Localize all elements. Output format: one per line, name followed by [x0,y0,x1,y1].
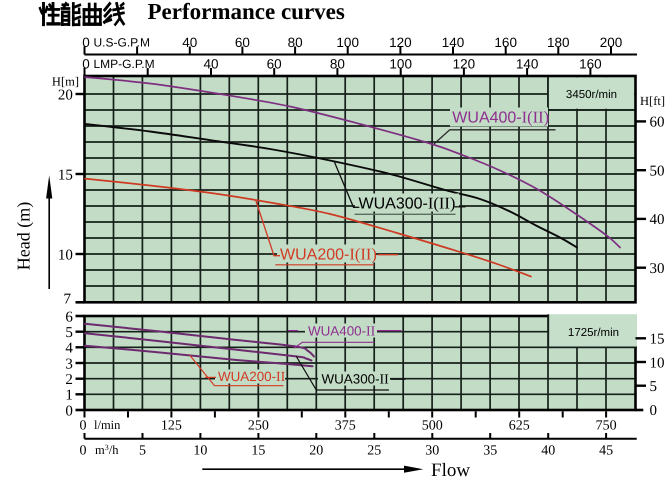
svg-text:U.S-G.P.M: U.S-G.P.M [94,36,150,50]
svg-text:H[ft]: H[ft] [640,94,665,108]
svg-text:80: 80 [330,57,345,72]
svg-text:Flow: Flow [431,460,470,481]
svg-text:20: 20 [309,444,323,459]
svg-text:5: 5 [650,379,658,395]
svg-text:40: 40 [541,444,555,459]
svg-text:750: 750 [596,418,617,433]
svg-text:30: 30 [425,444,439,459]
svg-text:WUA200-II: WUA200-II [218,369,286,385]
svg-text:250: 250 [248,418,269,433]
svg-text:Performance curves: Performance curves [148,0,345,24]
svg-text:40: 40 [650,212,665,228]
svg-text:0: 0 [80,444,87,459]
svg-text:15: 15 [650,332,665,348]
svg-text:25: 25 [367,444,381,459]
svg-text:WUA400-II: WUA400-II [308,324,376,340]
svg-text:WUA300-I(II): WUA300-I(II) [359,194,456,213]
svg-text:0: 0 [80,418,87,433]
svg-text:140: 140 [516,57,539,72]
svg-text:1: 1 [65,388,73,404]
svg-text:0: 0 [65,403,73,419]
svg-text:100: 100 [389,57,412,72]
svg-text:160: 160 [579,57,602,72]
svg-text:375: 375 [335,418,356,433]
svg-text:120: 120 [453,57,476,72]
svg-text:50: 50 [650,164,665,180]
svg-text:15: 15 [251,444,265,459]
svg-text:625: 625 [509,418,530,433]
svg-text:35: 35 [483,444,497,459]
svg-text:10: 10 [193,444,207,459]
svg-text:WUA400-I(II): WUA400-I(II) [452,108,549,127]
svg-text:60: 60 [235,35,250,50]
svg-text:30: 30 [650,261,665,277]
svg-text:0: 0 [82,57,90,72]
svg-text:200: 200 [600,35,623,50]
svg-text:5: 5 [65,325,73,341]
svg-text:100: 100 [336,35,359,50]
svg-text:H[m]: H[m] [52,75,79,89]
svg-text:80: 80 [288,35,303,50]
svg-text:6: 6 [65,309,73,325]
svg-text:WUA200-I(II): WUA200-I(II) [280,244,377,263]
svg-text:WUA300-II: WUA300-II [322,372,390,388]
svg-text:3450r/min: 3450r/min [566,89,617,101]
svg-text:l/min: l/min [94,418,121,432]
svg-text:20: 20 [58,87,73,103]
svg-text:m3/h: m3/h [95,443,119,457]
svg-text:125: 125 [161,418,182,433]
svg-text:160: 160 [494,35,517,50]
svg-text:140: 140 [442,35,465,50]
svg-text:10: 10 [58,247,73,263]
svg-text:4: 4 [65,341,73,357]
svg-text:0: 0 [650,403,658,419]
svg-text:0: 0 [82,35,90,50]
svg-text:5: 5 [139,444,146,459]
svg-text:40: 40 [182,35,197,50]
svg-text:Head (m): Head (m) [14,202,34,270]
svg-text:45: 45 [599,444,613,459]
svg-text:2: 2 [65,372,73,388]
svg-text:LMP-G.P.M: LMP-G.P.M [94,57,155,71]
svg-text:180: 180 [547,35,570,50]
svg-text:120: 120 [389,35,412,50]
svg-text:1725r/min: 1725r/min [568,327,619,339]
svg-text:500: 500 [422,418,443,433]
svg-text:3: 3 [65,356,73,372]
svg-text:10: 10 [650,355,665,371]
svg-text:15: 15 [58,167,73,183]
svg-text:60: 60 [650,115,665,131]
svg-text:60: 60 [267,57,282,72]
svg-text:7: 7 [64,292,72,308]
svg-text:40: 40 [203,57,218,72]
